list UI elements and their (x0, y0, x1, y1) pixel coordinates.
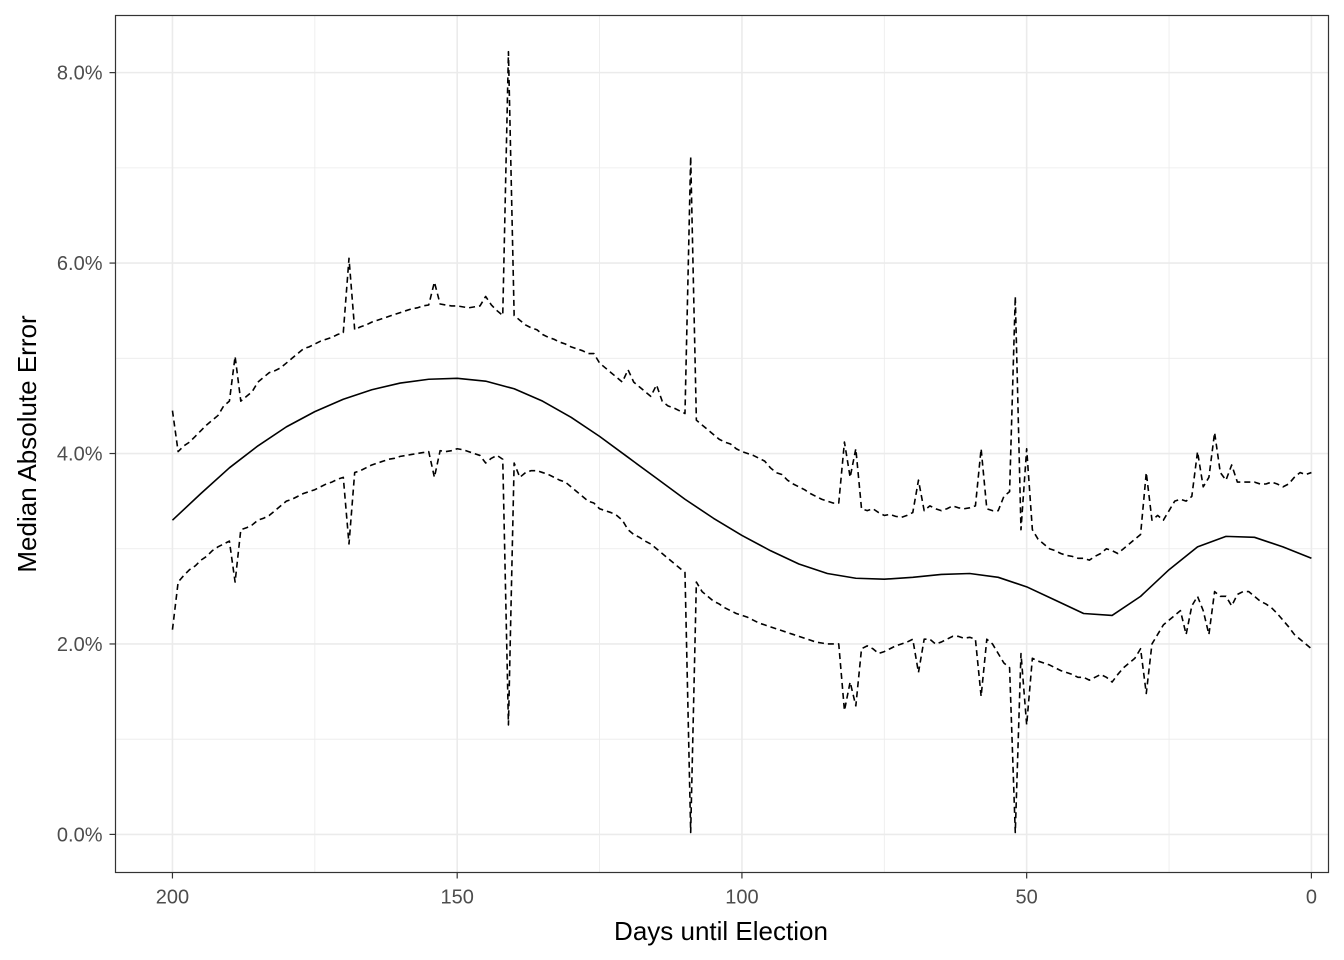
series-line-dashed-0 (171, 50, 1312, 561)
x-tick-label: 50 (1016, 887, 1038, 909)
y-axis-title: Median Absolute Error (12, 315, 42, 573)
x-tick-label: 100 (725, 887, 758, 909)
y-tick-label: 2.0% (57, 634, 103, 656)
grid-lines (115, 15, 1329, 873)
series-line-solid-1 (171, 377, 1312, 617)
y-tick-label: 4.0% (57, 444, 103, 466)
y-tick-label: 8.0% (57, 63, 103, 85)
x-tick-label: 150 (441, 887, 474, 909)
axes: 200 150 100 50 0 0.0% 2.0% 4.0% 6.0% 8.0% (57, 63, 1317, 909)
x-axis-title: Days until Election (614, 916, 828, 946)
panel-border (114, 14, 1330, 874)
y-tick-label: 6.0% (57, 253, 103, 275)
series-line-dashed-2 (171, 447, 1312, 834)
x-tick-label: 0 (1306, 887, 1317, 909)
series-lines (171, 50, 1312, 834)
y-tick-label: 0.0% (57, 824, 103, 846)
x-tick-label: 200 (156, 887, 189, 909)
